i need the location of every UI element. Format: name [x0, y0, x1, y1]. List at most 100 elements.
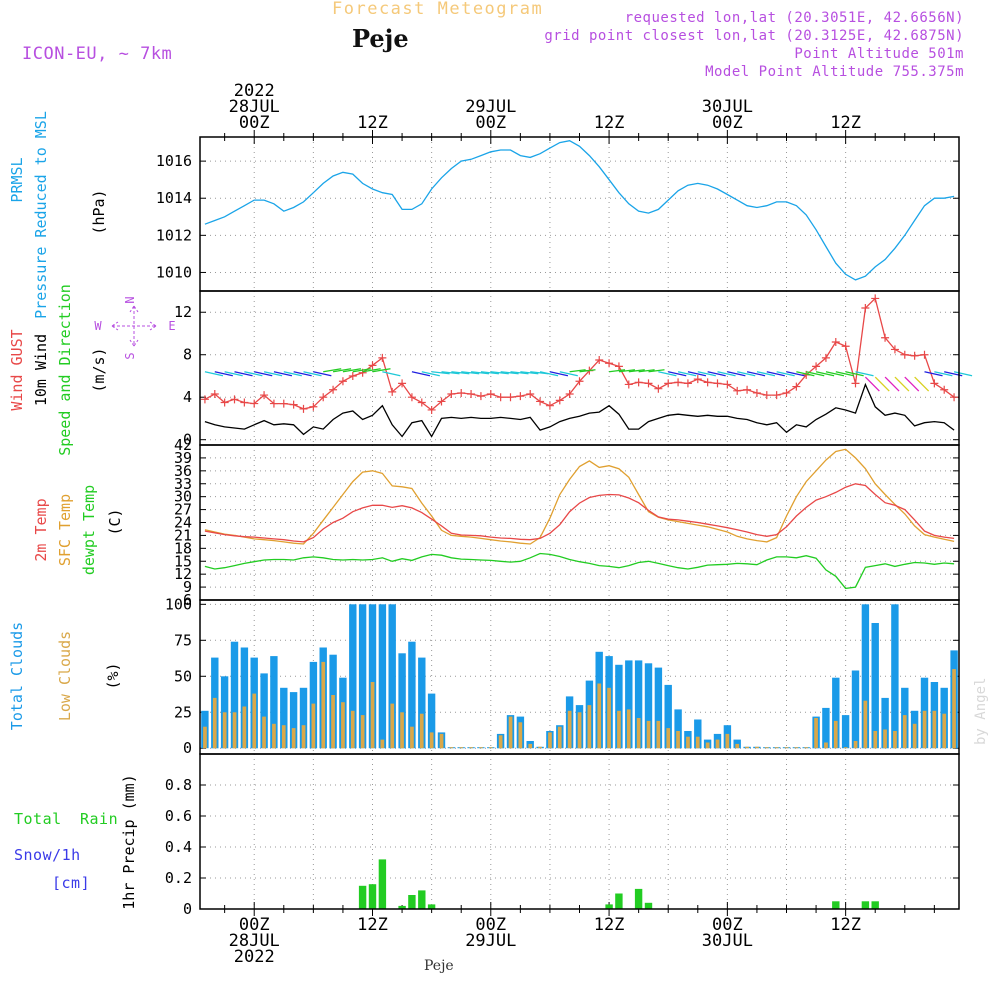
- bar-low-clouds: [676, 731, 680, 749]
- wind-arrow: [510, 371, 529, 375]
- gust-markers: [200, 294, 959, 414]
- bar-total-clouds: [260, 673, 268, 749]
- bar-total-clouds: [230, 641, 239, 749]
- label-pressure-msl: Pressure Reduced to MSL: [32, 111, 50, 319]
- bar-low-clouds: [646, 720, 651, 749]
- wind-arrow: [855, 371, 874, 377]
- precipitation-grid: 0 0.2 0.4 0.6 0.8: [165, 754, 959, 918]
- label-dewpt-temp: dewpt Temp: [80, 485, 98, 575]
- bar-low-clouds: [873, 731, 878, 749]
- bar-total-clouds: [674, 709, 682, 749]
- gust-marker: [536, 397, 545, 406]
- time-ticks: [224, 130, 935, 916]
- ytick-label: 0: [183, 431, 192, 449]
- wind-arrow: [914, 376, 930, 392]
- wind-arrow: [658, 371, 677, 377]
- bar-total-clouds: [841, 715, 850, 749]
- gust-marker: [329, 385, 338, 394]
- gust-marker: [565, 390, 574, 399]
- bar-rain: [832, 901, 840, 910]
- bar-low-clouds: [321, 661, 326, 749]
- bar-total-clouds: [881, 697, 889, 749]
- wind-arrow: [874, 376, 890, 392]
- time-label-top: 00Z: [239, 113, 270, 133]
- gust-marker: [240, 398, 249, 407]
- ytick-label: 36: [174, 462, 192, 480]
- compass-arrows: [111, 305, 157, 347]
- time-label-bottom: 12Z: [830, 915, 861, 935]
- bar-total-clouds: [398, 653, 406, 749]
- gust-marker: [861, 303, 870, 312]
- time-label-top: 12Z: [830, 113, 861, 133]
- pressure-grid: 1010 1012 1014 1016: [156, 137, 959, 291]
- bar-low-clouds: [469, 747, 473, 749]
- compass-n: N: [123, 296, 137, 303]
- ytick-label: 1010: [156, 263, 192, 281]
- gust-marker: [605, 359, 614, 368]
- wind-arrow: [362, 368, 381, 373]
- bar-low-clouds: [331, 695, 335, 749]
- bar-low-clouds: [942, 713, 947, 749]
- ytick-label: 25: [174, 703, 192, 721]
- gust-marker: [910, 351, 919, 360]
- bar-total-clouds: [822, 707, 830, 749]
- gust-marker: [900, 350, 909, 359]
- bar-low-clouds: [833, 720, 838, 749]
- bar-low-clouds: [764, 747, 769, 749]
- ytick-label: 0.6: [165, 807, 192, 825]
- bar-rain: [644, 902, 653, 909]
- gust-marker: [950, 393, 959, 402]
- gust-marker: [348, 371, 357, 380]
- series-dewpt-temp: [204, 552, 955, 590]
- wind-arrow: [382, 371, 401, 377]
- bar-total-clouds: [634, 660, 643, 749]
- label-sfc-temp: SFC Temp: [56, 494, 74, 566]
- wind-grid: 0 4 8 12: [174, 291, 959, 449]
- wind-arrow: [825, 371, 845, 377]
- clouds-grid: 0 25 50 75 100: [165, 595, 959, 757]
- bar-low-clouds: [843, 747, 848, 749]
- bar-low-clouds: [281, 725, 286, 749]
- wind-arrow: [421, 371, 440, 377]
- gust-marker: [545, 401, 554, 410]
- gust-marker: [388, 387, 397, 396]
- wind-arrow: [539, 371, 559, 377]
- wind-arrow: [717, 371, 736, 377]
- ylabel-temp: (C): [106, 508, 124, 535]
- gust-marker: [831, 337, 840, 346]
- bar-low-clouds: [370, 682, 375, 749]
- bar-low-clouds: [449, 747, 454, 749]
- time-label-bottom: 00Z: [239, 915, 270, 935]
- wind-arrow: [796, 371, 815, 377]
- bar-low-clouds: [824, 742, 828, 749]
- bar-low-clouds: [350, 710, 355, 749]
- wind-arrow: [677, 371, 697, 377]
- wind-arrow: [293, 371, 312, 377]
- bar-low-clouds: [548, 732, 552, 749]
- bar-total-clouds: [832, 677, 840, 749]
- wind-arrow: [283, 371, 302, 377]
- gust-marker: [476, 392, 485, 401]
- bar-total-clouds: [427, 693, 436, 749]
- bar-total-clouds: [654, 667, 663, 749]
- bar-low-clouds: [360, 715, 365, 749]
- bar-low-clouds: [952, 669, 956, 749]
- bar-low-clouds: [459, 747, 464, 749]
- bar-low-clouds: [419, 713, 424, 749]
- wind-arrow: [737, 371, 756, 377]
- bar-total-clouds: [625, 660, 633, 749]
- gust-marker: [634, 378, 643, 387]
- bar-low-clouds: [301, 725, 306, 749]
- bar-rain: [427, 904, 436, 909]
- time-label-bottom: 29JUL: [465, 931, 516, 951]
- bar-low-clouds: [252, 693, 257, 749]
- bar-low-clouds: [400, 712, 404, 749]
- ytick-label: 1016: [156, 152, 192, 170]
- bar-low-clouds: [715, 739, 720, 749]
- bar-low-clouds: [883, 729, 887, 749]
- bar-total-clouds: [240, 647, 249, 749]
- time-label-top: 12Z: [594, 113, 625, 133]
